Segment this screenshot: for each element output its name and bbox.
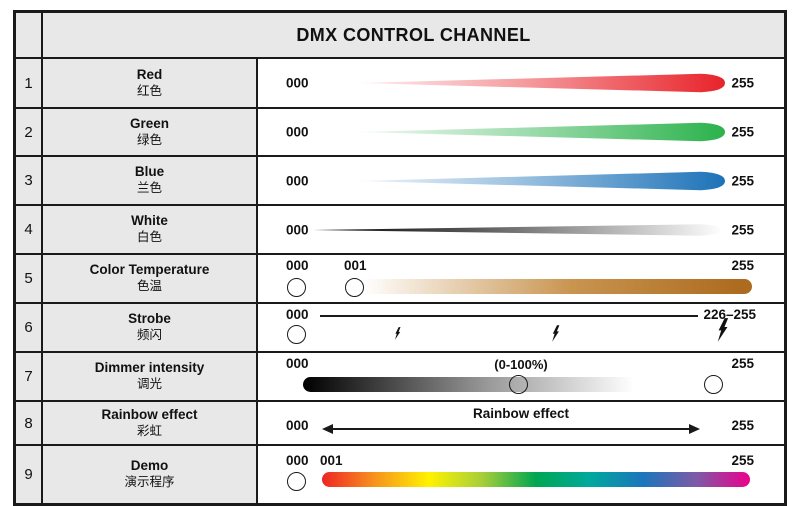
dimmer-gradient-bar <box>303 377 688 392</box>
channel-label: Red 红色 <box>43 59 258 107</box>
table-row-dimmer-intensity: 7 Dimmer intensity 调光 000 (0-100%) 255 <box>16 353 784 402</box>
channel-range: 000 (0-100%) 255 <box>258 353 784 400</box>
channel-label: Blue 兰色 <box>43 157 258 204</box>
channel-label: Rainbow effect 彩虹 <box>43 402 258 444</box>
channel-number: 7 <box>16 353 43 400</box>
start-value: 001 <box>344 258 367 273</box>
table-row-red: 1 Red 红色 000 255 <box>16 59 784 109</box>
channel-range: 000 255 <box>258 59 784 107</box>
channel-range: 000 255 <box>258 206 784 253</box>
table-row-demo: 9 Demo 演示程序 000 001 255 <box>16 446 784 503</box>
channel-number: 3 <box>16 157 43 204</box>
start-position-circle <box>345 278 364 297</box>
header-row: DMX CONTROL CHANNEL <box>16 13 784 59</box>
max-value: 226–255 <box>703 307 756 322</box>
table-row-color-temperature: 5 Color Temperature 色温 000 001 255 <box>16 255 784 304</box>
channel-number: 4 <box>16 206 43 253</box>
header-number-cell <box>16 13 43 57</box>
min-value: 000 <box>286 356 309 371</box>
channel-label-en: Blue <box>134 164 165 180</box>
min-value: 000 <box>286 258 309 273</box>
min-value: 000 <box>286 124 309 140</box>
table-row-blue: 3 Blue 兰色 000 255 <box>16 157 784 206</box>
channel-number: 1 <box>16 59 43 107</box>
table-row-rainbow-effect: 8 Rainbow effect 彩虹 Rainbow effect 000 2… <box>16 402 784 446</box>
channel-label: White 白色 <box>43 206 258 253</box>
min-value: 000 <box>286 453 309 468</box>
max-value: 255 <box>731 173 754 188</box>
min-value: 000 <box>286 418 309 433</box>
channel-label-en: Strobe <box>128 311 171 327</box>
channel-label-zh: 频闪 <box>136 328 162 343</box>
channel-label: Dimmer intensity 调光 <box>43 353 258 400</box>
arrow-label: Rainbow effect <box>472 406 569 421</box>
channel-label-zh: 彩虹 <box>136 423 162 438</box>
channel-range: 000 001 255 <box>258 255 784 302</box>
channel-label: Green 绿色 <box>43 109 258 155</box>
channel-label-zh: 绿色 <box>136 132 162 147</box>
min-value: 000 <box>286 222 309 237</box>
red-intensity-gradient-bar <box>357 73 725 93</box>
double-arrow-icon <box>322 424 700 434</box>
max-value: 255 <box>731 356 754 371</box>
table-row-strobe: 6 Strobe 频闪 000 226–255 <box>16 304 784 353</box>
off-position-circle <box>287 325 306 344</box>
channel-range: 000 255 <box>258 109 784 155</box>
channel-label-en: Dimmer intensity <box>94 360 205 376</box>
channel-label-en: Green <box>129 115 170 131</box>
dmx-control-table: DMX CONTROL CHANNEL 1 Red 红色 000 255 2 G… <box>13 10 787 506</box>
table-row-green: 2 Green 绿色 000 255 <box>16 109 784 157</box>
start-value: 001 <box>320 453 343 468</box>
white-intensity-gradient-bar <box>313 223 721 236</box>
max-value: 255 <box>731 453 754 468</box>
min-value: 000 <box>286 307 309 322</box>
off-position-circle <box>287 472 306 491</box>
lightning-bolt-large-icon <box>716 318 729 342</box>
mid-position-circle <box>509 375 528 394</box>
color-temperature-gradient-bar <box>355 279 752 294</box>
strobe-range-line <box>320 315 698 317</box>
max-value: 255 <box>731 75 754 91</box>
channel-range: Rainbow effect 000 255 <box>258 402 784 444</box>
channel-label: Strobe 频闪 <box>43 304 258 351</box>
max-value: 255 <box>731 258 754 273</box>
channel-label-en: Color Temperature <box>89 262 210 278</box>
channel-range: 000 001 255 <box>258 446 784 503</box>
channel-label-zh: 调光 <box>136 377 162 392</box>
page-title: DMX CONTROL CHANNEL <box>43 13 784 57</box>
channel-label-en: White <box>131 213 168 229</box>
min-value: 000 <box>286 173 309 188</box>
channel-number: 2 <box>16 109 43 155</box>
green-intensity-gradient-bar <box>357 122 725 142</box>
percentage-note: (0-100%) <box>494 357 548 372</box>
lightning-bolt-small-icon <box>394 327 401 340</box>
blue-intensity-gradient-bar <box>357 171 725 190</box>
channel-label: Demo 演示程序 <box>43 446 258 503</box>
channel-label-zh: 色温 <box>136 279 162 294</box>
channel-number: 5 <box>16 255 43 302</box>
channel-range: 000 226–255 <box>258 304 784 351</box>
rainbow-gradient-bar <box>322 472 750 487</box>
off-position-circle <box>287 278 306 297</box>
channel-label-en: Red <box>136 66 163 82</box>
channel-label-zh: 兰色 <box>136 181 162 196</box>
channel-number: 9 <box>16 446 43 503</box>
channel-label-en: Demo <box>130 458 169 474</box>
full-position-circle <box>704 375 723 394</box>
max-value: 255 <box>731 124 754 140</box>
channel-label-zh: 红色 <box>136 83 162 98</box>
channel-range: 000 255 <box>258 157 784 204</box>
channel-label: Color Temperature 色温 <box>43 255 258 302</box>
lightning-bolt-medium-icon <box>551 325 560 342</box>
min-value: 000 <box>286 75 309 91</box>
table-row-white: 4 White 白色 000 255 <box>16 206 784 255</box>
channel-label-zh: 演示程序 <box>124 475 175 490</box>
max-value: 255 <box>731 418 754 433</box>
channel-label-zh: 白色 <box>136 230 162 245</box>
channel-number: 6 <box>16 304 43 351</box>
channel-label-en: Rainbow effect <box>101 406 198 422</box>
max-value: 255 <box>731 222 754 237</box>
channel-number: 8 <box>16 402 43 444</box>
